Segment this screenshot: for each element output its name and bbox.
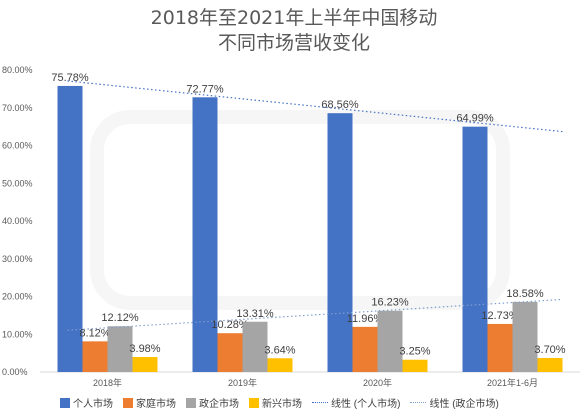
bar-2-0	[107, 326, 133, 372]
y-tick-label: 70.00%	[2, 103, 33, 113]
legend-item-1: 家庭市场	[123, 395, 176, 410]
data-label: 10.28%	[211, 319, 249, 331]
data-label: 8.12%	[79, 327, 110, 339]
y-tick-label: 30.00%	[2, 254, 33, 264]
data-label: 3.70%	[534, 344, 565, 356]
data-label: 11.96%	[347, 313, 384, 325]
bar-3-3	[537, 358, 563, 372]
legend-label: 政企市场	[199, 399, 239, 410]
legend-item-3: 新兴市场	[249, 395, 302, 410]
chart-title-line2: 不同市场营收变化	[217, 32, 370, 54]
trendline-1	[67, 298, 563, 331]
legend-swatch	[186, 397, 196, 408]
bar-0-2	[327, 113, 353, 372]
y-tick-label: 20.00%	[2, 292, 33, 302]
data-label: 3.25%	[399, 346, 430, 358]
bar-3-2	[402, 359, 428, 372]
bar-1-3	[487, 323, 513, 372]
trendline-0	[67, 80, 563, 133]
data-label: 64.99%	[456, 113, 494, 125]
legend-swatch	[60, 397, 70, 408]
y-tick-label: 50.00%	[2, 178, 33, 188]
x-tick-label: 2021年1-6月	[487, 377, 538, 388]
bar-2-3	[512, 301, 538, 372]
y-tick-label: 0.00%	[2, 367, 28, 377]
data-label: 68.56%	[321, 99, 359, 111]
data-label: 75.78%	[51, 72, 89, 84]
y-tick-label: 40.00%	[2, 216, 33, 226]
y-tick-label: 60.00%	[2, 141, 33, 151]
data-label: 3.64%	[264, 344, 295, 356]
x-tick-label: 2020年	[363, 377, 392, 388]
bar-0-1	[192, 97, 218, 373]
legend-item-2: 政企市场	[186, 395, 239, 410]
legend-label: 线性 (政企市场)	[429, 399, 499, 410]
bar-1-2	[352, 326, 378, 372]
data-label: 72.77%	[186, 83, 224, 95]
legend-line-swatch	[312, 402, 328, 403]
data-label: 3.98%	[129, 343, 160, 355]
data-label: 13.31%	[236, 308, 274, 320]
legend-trend-1: 线性 (政企市场)	[410, 395, 499, 410]
legend-trend-0: 线性 (个人市场)	[312, 395, 400, 410]
legend-swatch	[123, 397, 133, 408]
legend-label: 新兴市场	[262, 399, 302, 410]
legend-label: 家庭市场	[136, 399, 176, 410]
y-tick-label: 80.00%	[2, 65, 33, 75]
data-label: 18.58%	[506, 288, 544, 300]
x-tick-label: 2018年	[93, 377, 122, 388]
legend-line-swatch	[410, 402, 427, 403]
legend-label: 线性 (个人市场)	[331, 399, 401, 410]
legend-swatch	[249, 397, 259, 408]
bar-3-1	[267, 358, 293, 372]
bar-0-0	[57, 85, 83, 373]
bar-0-3	[462, 126, 488, 372]
legend-label: 个人市场	[73, 399, 113, 410]
bar-1-1	[217, 333, 243, 372]
chart-title-line1: 2018年至2021年上半年中国移动	[150, 7, 438, 29]
x-tick-label: 2019年	[228, 377, 257, 388]
bar-2-2	[377, 310, 403, 372]
data-label: 12.73%	[481, 310, 519, 322]
data-label: 16.23%	[371, 297, 409, 309]
y-tick-label: 10.00%	[2, 329, 33, 339]
legend: 个人市场 家庭市场 政企市场 新兴市场 线性 (个人市场) 线性 (政企市场)	[60, 395, 588, 410]
legend-item-0: 个人市场	[60, 395, 113, 410]
bar-2-1	[242, 321, 268, 372]
bar-1-0	[82, 341, 108, 372]
data-label: 12.12%	[101, 312, 139, 324]
bar-3-0	[132, 356, 158, 372]
